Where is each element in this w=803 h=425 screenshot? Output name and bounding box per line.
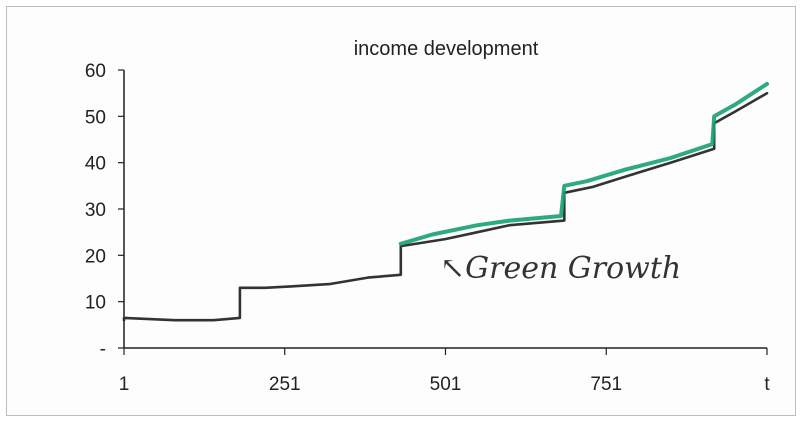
chart-title: income development (354, 38, 539, 60)
series-line-green (398, 81, 769, 246)
y-tick-label: 20 (85, 246, 106, 267)
y-tick-label: 10 (85, 293, 106, 314)
y-tick-label: 40 (85, 154, 106, 175)
x-ticks: 1 251 501 751 t (119, 348, 770, 395)
y-tick-label: 50 (85, 107, 106, 128)
axes (123, 70, 767, 349)
x-tick-label: 501 (430, 374, 462, 395)
x-tick-label: 751 (590, 374, 622, 395)
y-ticks: - 10 20 30 40 50 60 (85, 61, 124, 360)
y-tick-label: 60 (85, 61, 106, 82)
series-line-dark (122, 91, 769, 322)
x-tick-label: 1 (119, 374, 130, 395)
series-layer (122, 81, 769, 322)
x-tick-label: t (764, 374, 770, 395)
x-tick-label: 251 (269, 374, 301, 395)
y-tick-label: 30 (85, 200, 106, 221)
annotation-green-growth: ↖Green Growth (440, 251, 681, 286)
y-tick-label: - (100, 339, 106, 360)
